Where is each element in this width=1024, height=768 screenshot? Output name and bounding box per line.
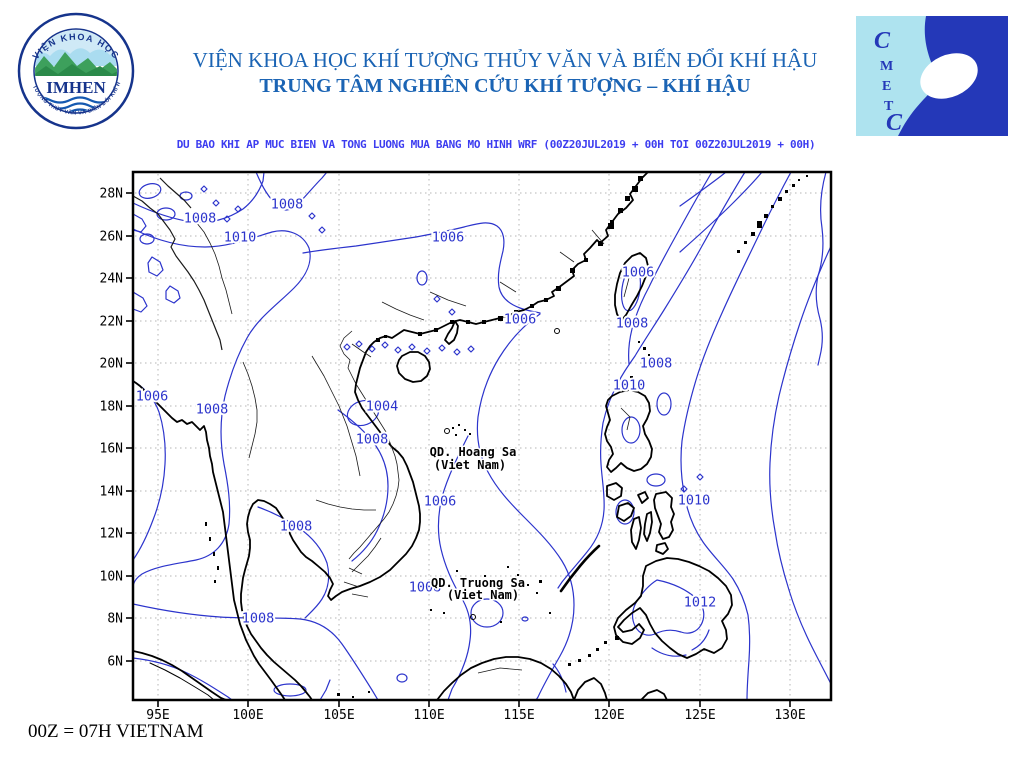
lat-tick-label: 24N: [100, 272, 123, 287]
lat-tick-label: 6N: [107, 655, 123, 670]
isobar-value-label: 1012: [684, 595, 717, 611]
lon-tick-label: 100E: [232, 708, 263, 723]
timezone-note: 00Z = 07H VIETNAM: [28, 721, 204, 742]
header: VIỆN KHOA HỌC KHÍ TƯỢNG THỦY VĂN VÀ BIẾN…: [140, 48, 870, 98]
isobar-value-label: 1010: [224, 230, 257, 246]
imhen-logo: IMHEN VIỆN KHOA HỌC KHÍ TƯỢNG THỦY VĂN V…: [16, 10, 135, 130]
isobar-value-label: 1006: [136, 389, 169, 405]
forecast-subtitle: DU BAO KHI AP MUC BIEN VA TONG LUONG MUA…: [176, 138, 816, 151]
isobar-value-label: 1008: [616, 316, 649, 332]
lon-tick-label: 105E: [323, 708, 354, 723]
isobar-value-label: 1008: [271, 197, 304, 213]
lat-tick-label: 16N: [100, 442, 123, 457]
svg-text:T: T: [884, 99, 894, 114]
lon-tick-label: 125E: [684, 708, 715, 723]
lat-tick-label: 20N: [100, 357, 123, 372]
imhen-center-text: IMHEN: [46, 78, 106, 97]
place-label: (Viet Nam): [434, 458, 506, 472]
isobar-value-label: 1008: [242, 611, 275, 627]
isobar-value-label: 1006: [432, 230, 465, 246]
svg-text:E: E: [882, 79, 891, 94]
institute-title: VIỆN KHOA HỌC KHÍ TƯỢNG THỦY VĂN VÀ BIẾN…: [192, 48, 818, 72]
isobar-value-label: 1008: [640, 356, 673, 372]
cmetc-white-ellipse: [920, 53, 978, 99]
lon-tick-label: 110E: [413, 708, 444, 723]
svg-text:C: C: [886, 110, 903, 136]
isobar-value-label: 1006: [504, 312, 537, 328]
inland-borders-layer: [133, 177, 633, 674]
isobar-value-label: 1006: [424, 494, 457, 510]
lat-tick-label: 18N: [100, 400, 123, 415]
isobar-value-label: 1008: [280, 519, 313, 535]
lat-tick-label: 10N: [100, 570, 123, 585]
isobar-value-label: 1010: [678, 493, 711, 509]
svg-text:M: M: [880, 59, 893, 74]
contour-labels-layer: 1008 1010 1008 1006 1006 1006 1008 1008 1010 1010…: [134, 195, 719, 629]
atoll-rings-layer: [444, 328, 560, 620]
isobar-value-label: 1008: [409, 580, 442, 596]
coastline-layer: [133, 172, 733, 700]
place-label: (Viet Nam): [447, 588, 519, 602]
lon-tick-label: 95E: [146, 708, 169, 723]
island-specks-layer: [205, 175, 808, 698]
lat-tick-label: 22N: [100, 315, 123, 330]
isobar-contours: [133, 172, 831, 700]
center-title: TRUNG TÂM NGHIÊN CỨU KHÍ TƯỢNG – KHÍ HẬU: [259, 75, 751, 98]
isobar-value-label: 1006: [622, 265, 655, 281]
lat-tick-label: 8N: [107, 612, 123, 627]
isobar-value-label: 1010: [613, 378, 646, 394]
cmetc-letters: C M E T C: [874, 28, 903, 136]
lat-tick-label: 26N: [100, 230, 123, 245]
isobar-value-label: 1008: [184, 211, 217, 227]
lat-tick-label: 28N: [100, 187, 123, 202]
lon-tick-label: 115E: [503, 708, 534, 723]
isobar-value-label: 1008: [196, 402, 229, 418]
lon-tick-label: 130E: [774, 708, 805, 723]
cmetc-logo: C M E T C: [856, 16, 1008, 136]
lat-tick-label: 12N: [100, 527, 123, 542]
axis-ticks-layer: 28N 26N 24N 22N 20N 18N 16N 14N 12N 10N 8N 6N 95E 100…: [100, 187, 806, 724]
isobar-value-label: 1008: [356, 432, 389, 448]
svg-text:C: C: [874, 28, 891, 54]
lon-tick-label: 120E: [593, 708, 624, 723]
isobar-value-label: 1004: [366, 399, 399, 415]
lat-tick-label: 14N: [100, 485, 123, 500]
place-label: QD. Truong Sa: [431, 576, 525, 590]
map-frame: [131, 170, 833, 702]
place-label: QD. Hoang Sa: [430, 445, 517, 459]
